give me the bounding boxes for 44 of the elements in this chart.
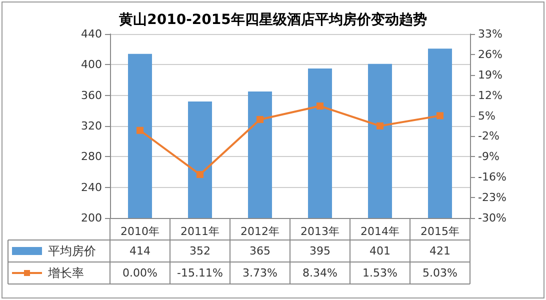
data-label: 5.03% xyxy=(422,266,458,280)
chart-title: 黄山2010-2015年四星级酒店平均房价变动趋势 xyxy=(118,11,427,28)
y-tick-label: 400 xyxy=(81,58,102,72)
y-tick-label: 360 xyxy=(81,88,102,102)
x-tick-label: 2012年 xyxy=(240,225,280,238)
y-tick-label: 240 xyxy=(81,180,102,194)
y-tick-label: 280 xyxy=(81,150,102,164)
data-label: 352 xyxy=(190,244,210,258)
point xyxy=(196,171,204,178)
data-label: -15.11% xyxy=(177,266,223,280)
data-label: 3.73% xyxy=(242,266,278,280)
y-tick-label: 200 xyxy=(81,212,102,224)
data-label: 365 xyxy=(250,244,270,258)
x-tick-label: 2015年 xyxy=(420,225,460,238)
data-label: 421 xyxy=(430,244,450,258)
point xyxy=(256,116,264,123)
point xyxy=(136,126,144,134)
data-label: 8.34% xyxy=(302,266,338,280)
legend-label: 增长率 xyxy=(47,266,84,280)
point xyxy=(436,112,444,120)
y2-tick-label: 33% xyxy=(478,28,502,40)
x-tick-label: 2013年 xyxy=(300,225,340,238)
x-tick-label: 2010年 xyxy=(120,225,160,238)
y-tick-label: 320 xyxy=(81,120,102,132)
y2-tick-label: -9% xyxy=(478,150,500,164)
y2-tick-label: -2% xyxy=(478,130,500,143)
y-tick-label: 440 xyxy=(81,28,102,40)
data-label: 414 xyxy=(130,244,150,258)
data-label: 395 xyxy=(310,244,330,258)
data-label: 401 xyxy=(370,244,390,258)
point xyxy=(376,122,384,130)
y2-tick-label: 12% xyxy=(478,88,502,102)
y2-tick-label: -30% xyxy=(478,212,506,224)
legend-label: 平均房价 xyxy=(48,244,96,258)
point xyxy=(316,102,324,110)
y2-tick-label: -23% xyxy=(478,191,506,204)
x-tick-label: 2014年 xyxy=(360,225,400,238)
x-tick-label: 2011年 xyxy=(180,225,220,238)
y2-tick-label: 26% xyxy=(478,48,502,61)
y2-tick-label: 19% xyxy=(478,68,502,82)
data-label: 1.53% xyxy=(362,266,398,280)
data-label: 0.00% xyxy=(122,266,158,280)
y2-tick-label: 5% xyxy=(478,109,496,122)
y2-tick-label: -16% xyxy=(478,170,506,184)
